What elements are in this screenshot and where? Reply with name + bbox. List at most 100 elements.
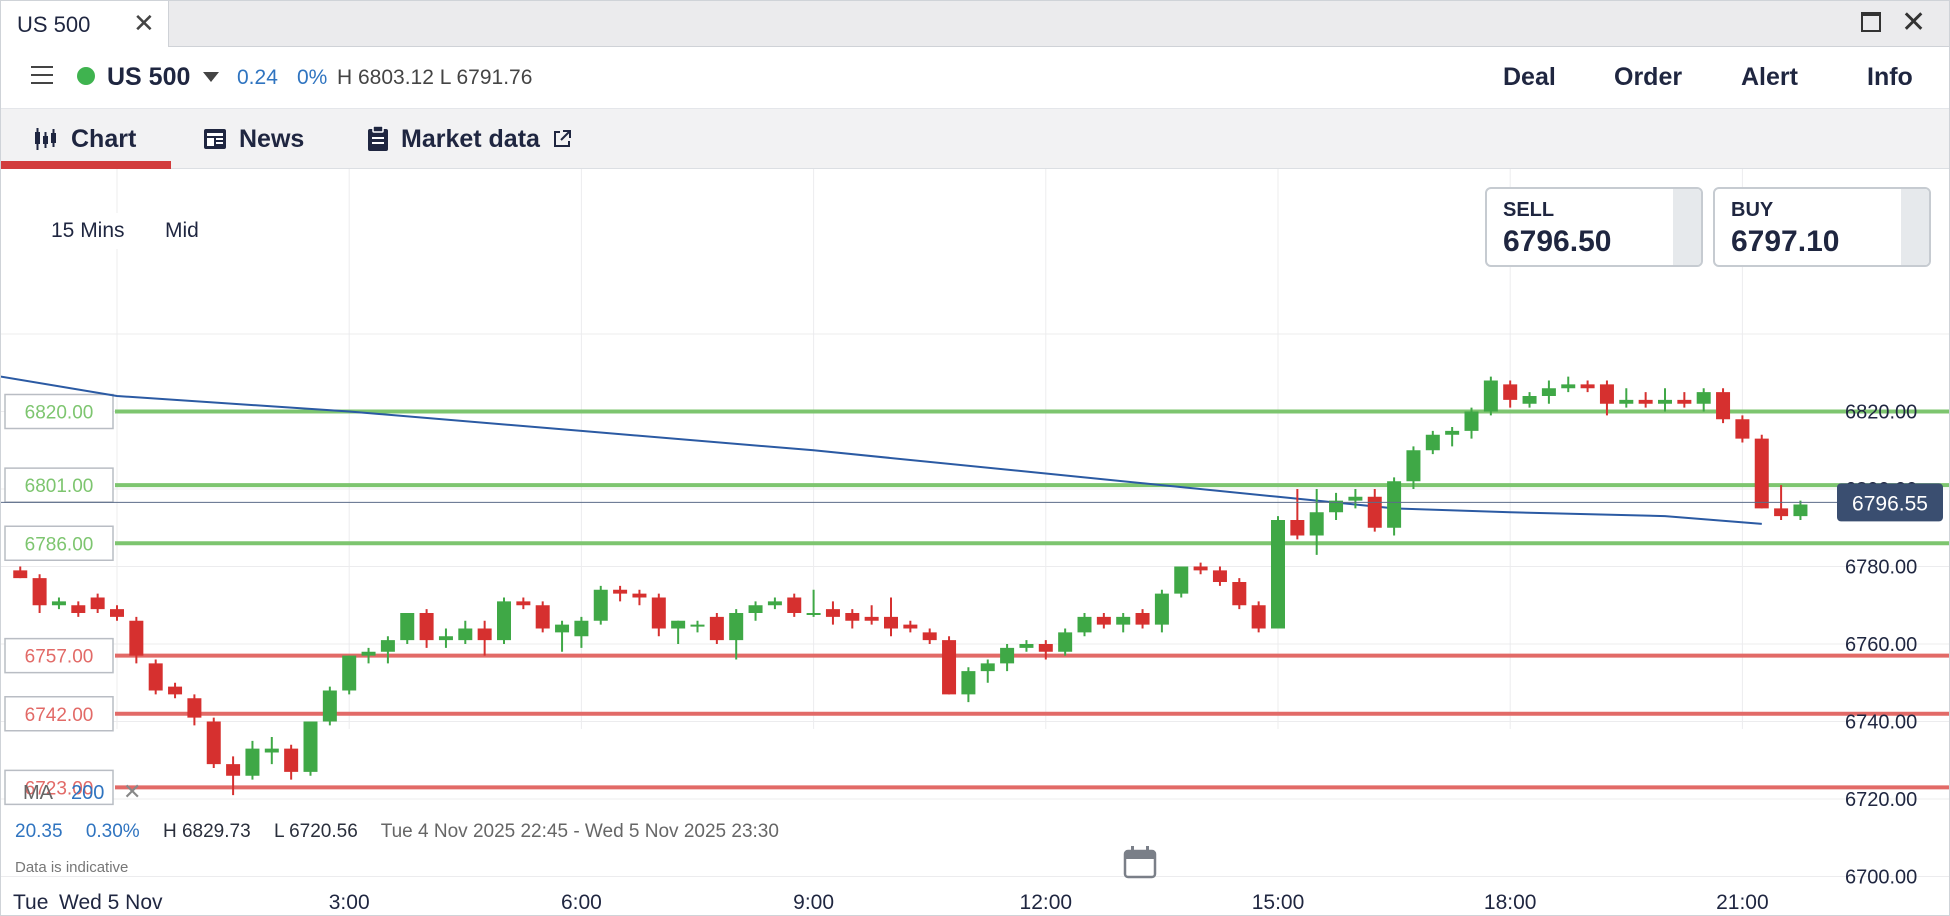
- candle-body: [651, 597, 666, 629]
- interval-selector[interactable]: 15 Mins: [37, 213, 139, 249]
- candle: [322, 686, 337, 726]
- candle-body: [438, 636, 453, 641]
- view-tabs: Chart News Market data: [1, 109, 1949, 169]
- candle-body: [129, 620, 144, 656]
- price-levels: 6820.00 6801.00 6786.00 6757.00 6742.00 6723.…: [4, 393, 1949, 806]
- candle: [1696, 388, 1711, 412]
- candle-body: [1425, 434, 1440, 451]
- candle: [1038, 640, 1053, 660]
- candle: [632, 589, 647, 606]
- candle: [187, 694, 202, 726]
- candle-body: [845, 613, 860, 621]
- candle: [264, 737, 279, 765]
- tab-market-data[interactable]: Market data: [367, 109, 572, 169]
- candle-body: [458, 628, 473, 641]
- candle-body: [497, 601, 511, 641]
- candles: [13, 376, 1808, 796]
- price-level-label: 6786.00: [25, 534, 94, 555]
- candle-body: [264, 748, 279, 753]
- clipboard-icon: [368, 126, 388, 151]
- candle: [1116, 613, 1131, 633]
- candle: [1483, 376, 1498, 416]
- price-change-percent: 0%: [297, 66, 328, 89]
- candle: [1561, 376, 1576, 393]
- candle-body: [806, 613, 821, 615]
- candle-body: [284, 748, 299, 772]
- high-low-readout: H 6803.12 L 6791.76: [337, 66, 533, 89]
- candle: [1754, 434, 1769, 509]
- candle: [825, 601, 840, 625]
- info-button[interactable]: Info: [1867, 63, 1913, 91]
- candle: [1096, 613, 1111, 629]
- candle-body: [787, 597, 802, 613]
- candle-body: [1271, 520, 1285, 629]
- candle-body: [90, 597, 105, 610]
- candle: [1154, 589, 1169, 633]
- window-close-icon[interactable]: ✕: [1901, 6, 1927, 39]
- x-tick-label: Tue: [13, 891, 48, 914]
- window-tab[interactable]: US 500 ✕: [1, 1, 169, 47]
- order-button[interactable]: Order: [1614, 63, 1683, 91]
- candle-body: [342, 655, 357, 691]
- instrument-dropdown-icon[interactable]: [203, 72, 219, 82]
- tab-news[interactable]: News: [203, 109, 304, 169]
- candle-body: [1212, 570, 1227, 582]
- calendar-icon[interactable]: [1123, 845, 1157, 879]
- candle: [980, 659, 995, 683]
- buy-label: BUY: [1731, 199, 1774, 221]
- tab-chart[interactable]: Chart: [33, 109, 136, 169]
- candle-body: [1348, 496, 1363, 501]
- remove-indicator-icon[interactable]: ✕: [123, 779, 142, 804]
- price-level-label: 6723.00: [25, 778, 94, 799]
- window-tab-bar: US 500 ✕ ✕: [1, 1, 1949, 47]
- x-tick-label: 12:00: [1020, 891, 1073, 914]
- candle: [1541, 380, 1556, 404]
- candle: [148, 659, 163, 695]
- candle: [806, 589, 821, 617]
- hamburger-menu-icon[interactable]: [31, 66, 53, 84]
- candle: [729, 609, 744, 660]
- instrument-name[interactable]: US 500: [107, 63, 191, 91]
- candle: [1735, 415, 1750, 443]
- candle-body: [1406, 450, 1421, 482]
- candle: [709, 613, 724, 644]
- sell-button[interactable]: SELL 6796.50: [1485, 187, 1703, 267]
- buy-button[interactable]: BUY 6797.10: [1713, 187, 1931, 267]
- candle: [1619, 388, 1634, 408]
- alert-button[interactable]: Alert: [1741, 63, 1798, 91]
- candle-body: [980, 663, 995, 672]
- deal-button[interactable]: Deal: [1503, 63, 1556, 91]
- candle-body: [1000, 647, 1015, 664]
- candle-body: [1735, 419, 1750, 439]
- candle-body: [1522, 396, 1537, 404]
- candle-body: [226, 764, 241, 776]
- candle: [961, 667, 976, 703]
- candle: [787, 593, 802, 617]
- price-chart[interactable]: 6820.00 6801.00 6786.00 6757.00 6742.00 6723.…: [1, 169, 1950, 916]
- candle: [1387, 477, 1402, 536]
- candle-body: [1193, 566, 1208, 571]
- candle-body: [903, 624, 918, 629]
- candle: [129, 616, 144, 664]
- candle-body: [942, 640, 957, 695]
- candle: [1174, 566, 1189, 598]
- candle: [303, 721, 318, 776]
- candle: [942, 636, 957, 695]
- candle: [438, 628, 453, 648]
- candlestick-icon: [35, 128, 56, 150]
- candle-body: [303, 721, 318, 772]
- maximize-icon[interactable]: [1861, 12, 1881, 32]
- x-axis: Tue Wed 5 Nov 3:00 6:00 9:00 12:00 15:00 18:00 2…: [13, 891, 1769, 914]
- tab-market-data-label: Market data: [401, 124, 540, 153]
- candle-body: [477, 628, 492, 641]
- candle: [1329, 492, 1344, 520]
- candle-body: [1464, 411, 1479, 431]
- candle: [1309, 489, 1324, 555]
- candle: [1793, 500, 1808, 520]
- candle: [1000, 644, 1015, 672]
- candle: [555, 620, 570, 652]
- tab-close-icon[interactable]: ✕: [133, 8, 155, 38]
- indicator-period[interactable]: 200: [71, 782, 105, 804]
- price-type-selector[interactable]: Mid: [151, 213, 213, 249]
- price-level-label: 6742.00: [25, 705, 94, 726]
